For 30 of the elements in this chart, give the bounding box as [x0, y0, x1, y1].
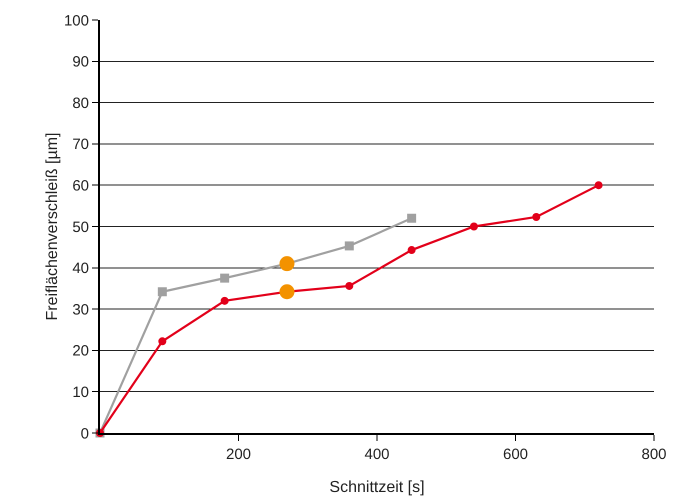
point: [594, 181, 603, 190]
x-axis-title: Schnittzeit [s]: [329, 479, 425, 496]
point: [470, 222, 478, 230]
point: [279, 256, 294, 272]
y-tick-label: 30: [72, 301, 89, 318]
point: [220, 274, 230, 283]
x-tick-label: 600: [502, 446, 528, 463]
y-tick-label: 40: [72, 260, 89, 278]
point: [158, 287, 167, 296]
y-tick-label: 100: [64, 12, 89, 30]
point: [345, 282, 354, 290]
point: [279, 284, 294, 300]
y-tick-label: 10: [72, 384, 89, 401]
y-tick-label: 70: [72, 136, 89, 154]
point: [158, 337, 166, 346]
point: [220, 296, 229, 305]
x-tick-label: 400: [364, 446, 390, 463]
y-tick-label: 80: [72, 94, 89, 112]
y-tick-label: 60: [72, 177, 89, 194]
point: [408, 246, 416, 254]
x-tick-label: 200: [226, 446, 252, 463]
y-tick-label: 90: [72, 54, 89, 71]
y-tick-label: 0: [80, 425, 89, 442]
y-tick-label: 50: [72, 218, 89, 236]
point: [532, 213, 540, 221]
x-tick-label: 800: [641, 446, 667, 463]
y-axis-title: Freiflächenverschleiß [µm]: [44, 132, 61, 320]
y-tick-label: 20: [72, 342, 89, 360]
point: [407, 214, 416, 223]
point: [344, 241, 354, 250]
